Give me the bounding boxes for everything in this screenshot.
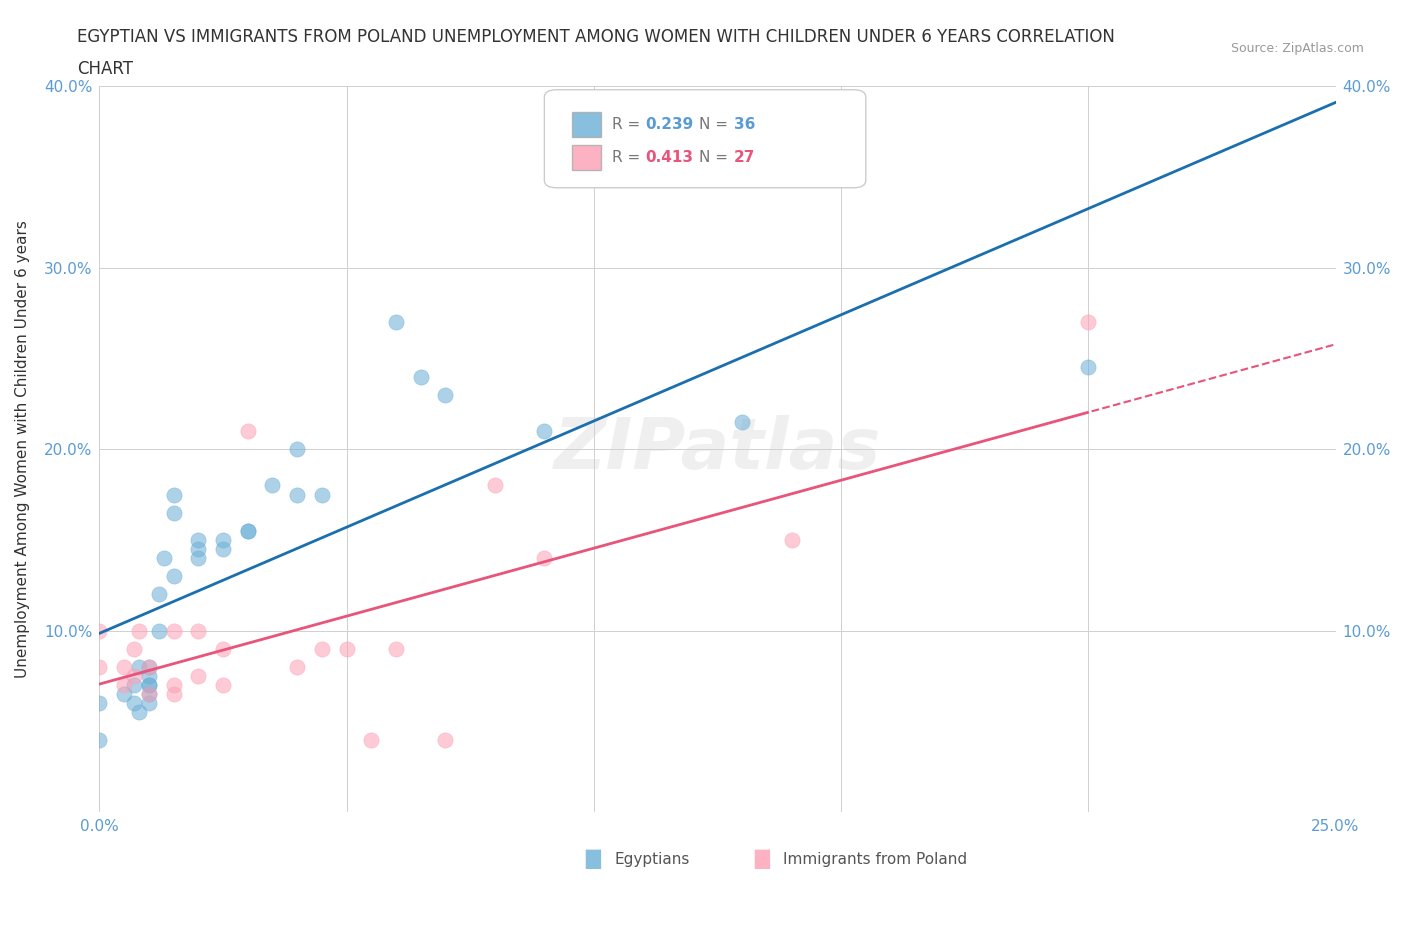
Text: Immigrants from Poland: Immigrants from Poland bbox=[783, 852, 967, 867]
Text: █: █ bbox=[755, 850, 769, 870]
Point bbox=[128, 623, 150, 638]
Point bbox=[311, 487, 333, 502]
Point bbox=[311, 642, 333, 657]
Point bbox=[434, 732, 457, 747]
Point bbox=[138, 669, 160, 684]
Point bbox=[212, 541, 235, 556]
Point bbox=[533, 423, 555, 438]
Point bbox=[236, 423, 259, 438]
FancyBboxPatch shape bbox=[572, 113, 602, 137]
Text: Source: ZipAtlas.com: Source: ZipAtlas.com bbox=[1230, 42, 1364, 55]
Y-axis label: Unemployment Among Women with Children Under 6 years: Unemployment Among Women with Children U… bbox=[15, 220, 30, 678]
Point bbox=[89, 623, 111, 638]
Text: 0.413: 0.413 bbox=[645, 150, 693, 165]
Point bbox=[162, 623, 184, 638]
Point bbox=[138, 687, 160, 702]
Text: Egyptians: Egyptians bbox=[614, 852, 690, 867]
Point bbox=[89, 659, 111, 674]
Point bbox=[112, 687, 135, 702]
Point bbox=[122, 678, 145, 693]
Point bbox=[780, 533, 803, 548]
FancyBboxPatch shape bbox=[572, 145, 602, 169]
Point bbox=[187, 669, 209, 684]
Point bbox=[112, 678, 135, 693]
Point bbox=[731, 415, 754, 430]
Point bbox=[162, 487, 184, 502]
Point bbox=[533, 551, 555, 565]
Point bbox=[152, 551, 174, 565]
Point bbox=[187, 541, 209, 556]
Point bbox=[385, 314, 408, 329]
Point bbox=[187, 623, 209, 638]
Point bbox=[162, 678, 184, 693]
Point bbox=[138, 678, 160, 693]
Point bbox=[262, 478, 284, 493]
Point bbox=[212, 642, 235, 657]
Point bbox=[122, 642, 145, 657]
Text: 27: 27 bbox=[734, 150, 755, 165]
Text: N =: N = bbox=[699, 117, 733, 132]
Text: ZIPatlas: ZIPatlas bbox=[554, 415, 882, 484]
Text: 0.239: 0.239 bbox=[645, 117, 695, 132]
Text: 36: 36 bbox=[734, 117, 755, 132]
Point bbox=[236, 524, 259, 538]
Point bbox=[112, 659, 135, 674]
Point bbox=[385, 642, 408, 657]
Point bbox=[335, 642, 357, 657]
Point bbox=[148, 587, 170, 602]
Point bbox=[212, 678, 235, 693]
Point bbox=[236, 524, 259, 538]
Text: CHART: CHART bbox=[77, 60, 134, 78]
Point bbox=[122, 669, 145, 684]
Point bbox=[148, 623, 170, 638]
Point bbox=[162, 687, 184, 702]
Point bbox=[122, 696, 145, 711]
Text: R =: R = bbox=[613, 117, 645, 132]
Point bbox=[187, 551, 209, 565]
Text: █: █ bbox=[585, 850, 600, 870]
Point bbox=[360, 732, 382, 747]
FancyBboxPatch shape bbox=[544, 89, 866, 188]
Point bbox=[484, 478, 506, 493]
Point bbox=[162, 569, 184, 584]
Point bbox=[162, 505, 184, 520]
Text: R =: R = bbox=[613, 150, 645, 165]
Point bbox=[212, 533, 235, 548]
Point bbox=[89, 732, 111, 747]
Text: EGYPTIAN VS IMMIGRANTS FROM POLAND UNEMPLOYMENT AMONG WOMEN WITH CHILDREN UNDER : EGYPTIAN VS IMMIGRANTS FROM POLAND UNEMP… bbox=[77, 28, 1115, 46]
Point bbox=[128, 705, 150, 720]
Point bbox=[89, 696, 111, 711]
Point bbox=[285, 442, 308, 457]
Point bbox=[1077, 314, 1099, 329]
Point bbox=[285, 659, 308, 674]
Text: N =: N = bbox=[699, 150, 733, 165]
Point bbox=[409, 369, 432, 384]
Point bbox=[285, 487, 308, 502]
Point bbox=[434, 387, 457, 402]
Point bbox=[138, 659, 160, 674]
Point bbox=[138, 659, 160, 674]
Point bbox=[138, 687, 160, 702]
Point bbox=[128, 659, 150, 674]
Point bbox=[138, 696, 160, 711]
Point bbox=[187, 533, 209, 548]
Point bbox=[1077, 360, 1099, 375]
Point bbox=[138, 678, 160, 693]
